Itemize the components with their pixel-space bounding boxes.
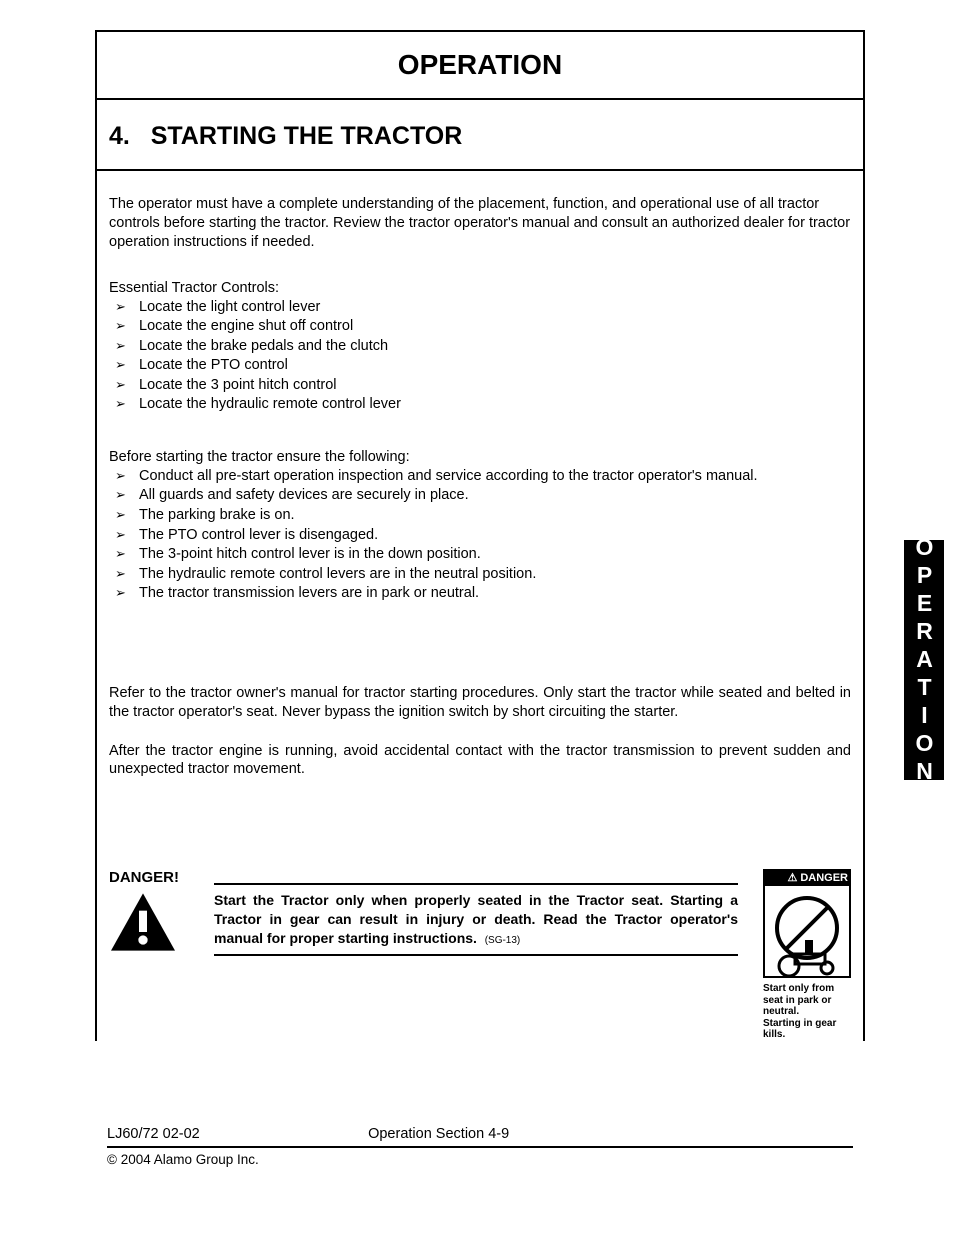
intro-paragraph: The operator must have a complete unders… — [109, 195, 851, 252]
danger-top-rule — [214, 883, 738, 885]
warning-triangle-icon — [109, 892, 199, 957]
danger-bottom-rule — [214, 954, 738, 956]
footer-rule — [107, 1146, 853, 1148]
pictogram-header-text: DANGER — [800, 872, 848, 884]
pictogram-header: ⚠ DANGER — [763, 869, 851, 886]
danger-text: Start the Tractor only when properly sea… — [214, 891, 738, 948]
page-header: OPERATION — [97, 32, 863, 98]
pictogram-caption: Start only from seat in park or neutral.… — [763, 983, 851, 1041]
footer-center: Operation Section 4-9 — [368, 1126, 853, 1142]
tractor-pictogram-icon — [765, 886, 849, 978]
header-frame: OPERATION — [95, 30, 865, 100]
section-number: 4. — [109, 122, 130, 150]
footer-left: LJ60/72 02-02 — [107, 1126, 368, 1142]
list-item: Locate the 3 point hitch control — [109, 376, 851, 396]
pictogram-warning-icon: ⚠ — [787, 871, 797, 884]
list-item: The 3-point hitch control lever is in th… — [109, 545, 851, 565]
copyright: © 2004 Alamo Group Inc. — [107, 1152, 853, 1167]
list-item: The parking brake is on. — [109, 506, 851, 526]
danger-left-col: DANGER! — [109, 869, 199, 957]
list-item: Locate the engine shut off control — [109, 317, 851, 337]
list-item: Conduct all pre-start operation inspecti… — [109, 467, 851, 487]
list-item: Locate the light control lever — [109, 298, 851, 318]
list-item: All guards and safety devices are secure… — [109, 486, 851, 506]
pictogram-box — [763, 886, 851, 978]
list-item: Locate the hydraulic remote control leve… — [109, 395, 851, 415]
list2-intro: Before starting the tractor ensure the f… — [109, 449, 851, 465]
list-item: The tractor transmission levers are in p… — [109, 584, 851, 604]
danger-block: DANGER! Start the Tractor only when prop… — [109, 869, 851, 1041]
list-item: Locate the PTO control — [109, 356, 851, 376]
footer: LJ60/72 02-02 Operation Section 4-9 © 20… — [95, 1126, 865, 1167]
footer-row: LJ60/72 02-02 Operation Section 4-9 — [107, 1126, 853, 1142]
paragraph-3: Refer to the tractor owner's manual for … — [109, 684, 851, 722]
list1: Locate the light control leverLocate the… — [109, 298, 851, 415]
section-heading: 4. STARTING THE TRACTOR — [109, 122, 851, 151]
danger-text-col: Start the Tractor only when properly sea… — [214, 869, 748, 956]
list-item: The PTO control lever is disengaged. — [109, 526, 851, 546]
list2: Conduct all pre-start operation inspecti… — [109, 467, 851, 604]
danger-text-body: Start the Tractor only when properly sea… — [214, 892, 738, 946]
list-item: The hydraulic remote control levers are … — [109, 565, 851, 585]
paragraph-4: After the tractor engine is running, avo… — [109, 742, 851, 780]
danger-ref: (SG-13) — [485, 935, 521, 946]
list-item: Locate the brake pedals and the clutch — [109, 337, 851, 357]
content-frame: 4. STARTING THE TRACTOR The operator mus… — [95, 100, 865, 1041]
section-heading-text: STARTING THE TRACTOR — [151, 122, 463, 150]
list1-intro: Essential Tractor Controls: — [109, 280, 851, 296]
pictogram-col: ⚠ DANGER Start only from seat in park or… — [763, 869, 851, 1041]
section-underline — [97, 169, 863, 171]
side-tab: OPERATION — [904, 540, 944, 780]
danger-label: DANGER! — [109, 869, 199, 886]
